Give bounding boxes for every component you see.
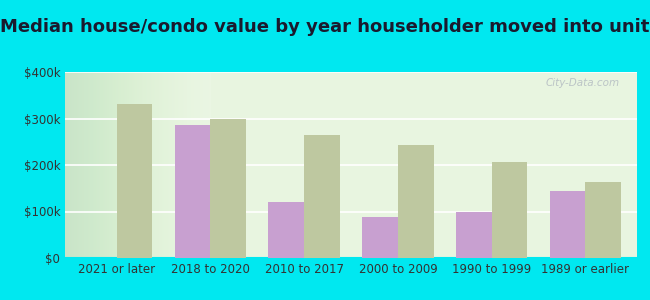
Bar [398, 146, 434, 258]
Bar [362, 217, 398, 258]
Bar [550, 190, 586, 258]
Bar [175, 125, 211, 258]
Bar [304, 135, 340, 258]
Bar [491, 162, 527, 258]
Bar [211, 119, 246, 258]
Bar [586, 182, 621, 258]
Bar [116, 103, 152, 258]
Bar [456, 212, 491, 258]
Text: City-Data.com: City-Data.com [546, 78, 620, 88]
Text: Median house/condo value by year householder moved into unit: Median house/condo value by year househo… [0, 18, 650, 36]
Bar [268, 202, 304, 258]
